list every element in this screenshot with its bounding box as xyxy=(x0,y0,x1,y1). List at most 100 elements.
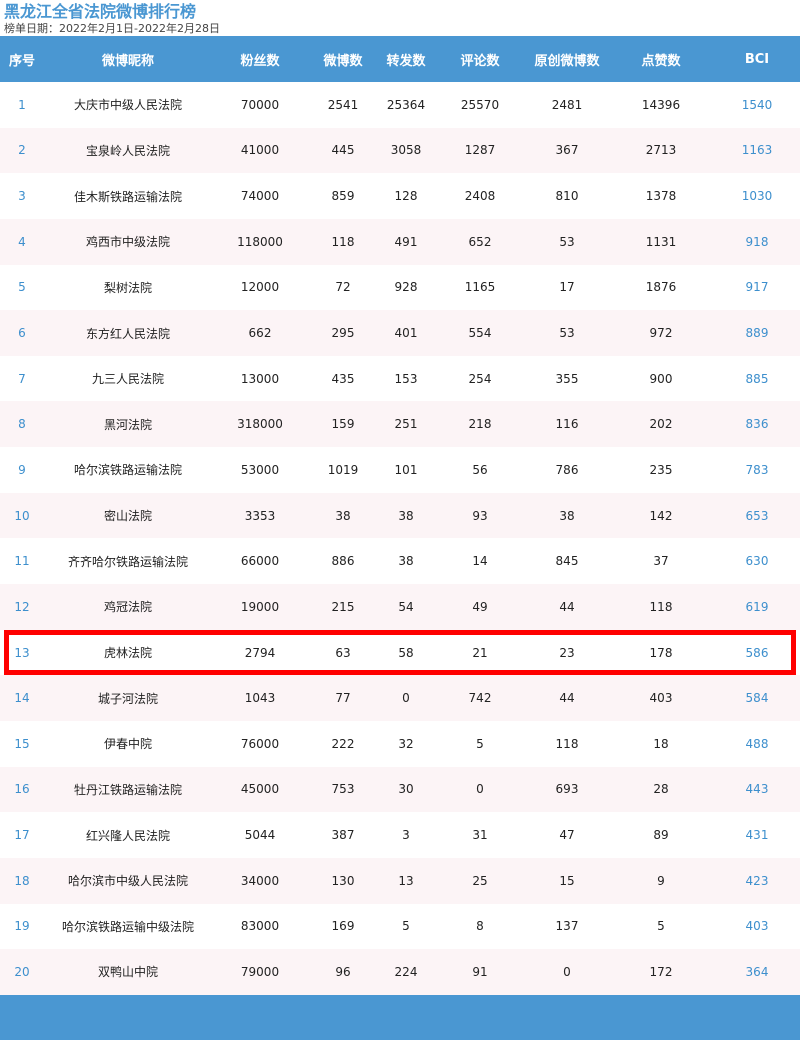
cell: 5 xyxy=(657,919,665,934)
table-row: 8 黑河法院 318000 159 251 218 116 202 836 xyxy=(0,401,800,448)
account-name[interactable]: 城子河法院 xyxy=(97,691,158,706)
cell: 5 xyxy=(18,280,26,295)
table-row: 10 密山法院 3353 38 38 93 38 142 653 xyxy=(0,492,800,539)
account-name[interactable]: 黑河法院 xyxy=(103,417,152,432)
cell: 6 xyxy=(18,326,26,341)
table-row: 14 城子河法院 1043 77 0 742 44 403 584 xyxy=(0,675,800,721)
column-header: BCI xyxy=(744,51,770,67)
cell[interactable]: 619 xyxy=(745,599,769,614)
cell[interactable]: 586 xyxy=(745,645,769,660)
table-row: 6 东方红人民法院 662 295 401 554 53 972 889 xyxy=(0,310,800,356)
cell: 13 xyxy=(14,645,30,660)
cell: 845 xyxy=(555,554,579,569)
cell: 8 xyxy=(18,417,26,432)
table-row: 20 双鸭山中院 79000 96 224 91 0 172 364 xyxy=(0,949,800,995)
cell: 1 xyxy=(18,97,26,112)
cell: 118000 xyxy=(237,234,283,249)
account-name[interactable]: 鸡冠法院 xyxy=(103,600,152,615)
cell[interactable]: 1030 xyxy=(741,189,773,204)
cell[interactable]: 403 xyxy=(745,919,769,934)
cell: 224 xyxy=(394,964,418,979)
cell: 554 xyxy=(468,326,492,341)
cell: 5 xyxy=(476,736,484,751)
cell[interactable]: 364 xyxy=(745,964,769,979)
cell: 49 xyxy=(472,599,488,614)
cell: 93 xyxy=(472,508,488,523)
cell: 18 xyxy=(14,873,30,888)
cell: 928 xyxy=(394,280,418,295)
cell: 38 xyxy=(559,508,575,523)
cell[interactable]: 1540 xyxy=(741,97,773,112)
table-row: 19 哈尔滨铁路运输中级法院 83000 169 5 8 137 5 403 xyxy=(0,904,800,950)
cell: 34000 xyxy=(240,873,280,888)
cell[interactable]: 836 xyxy=(745,417,769,432)
cell[interactable]: 630 xyxy=(745,554,769,569)
cell[interactable]: 443 xyxy=(745,782,769,797)
account-name[interactable]: 大庆市中级人民法院 xyxy=(73,98,182,113)
account-name[interactable]: 红兴隆人民法院 xyxy=(85,828,170,843)
ranking-table: 1 大庆市中级人民法院 70000 2541 25364 25570 2481 14396 15… xyxy=(0,82,800,995)
cell: 18 xyxy=(653,736,669,751)
cell[interactable]: 783 xyxy=(745,462,769,477)
cell[interactable]: 431 xyxy=(745,828,769,843)
cell: 9 xyxy=(657,873,665,888)
account-name[interactable]: 宝泉岭人民法院 xyxy=(85,143,170,158)
cell: 38 xyxy=(335,508,351,523)
account-name[interactable]: 牡丹江铁路运输法院 xyxy=(73,782,182,797)
cell: 1876 xyxy=(645,280,677,295)
account-name[interactable]: 东方红人民法院 xyxy=(85,326,170,341)
cell: 218 xyxy=(468,417,492,432)
cell[interactable]: 653 xyxy=(745,508,769,523)
cell[interactable]: 488 xyxy=(745,736,769,751)
cell[interactable]: 885 xyxy=(745,371,769,386)
cell: 58 xyxy=(398,645,414,660)
cell[interactable]: 1163 xyxy=(741,143,773,158)
cell: 63 xyxy=(335,645,351,660)
column-header: 点赞数 xyxy=(641,53,681,69)
cell: 20 xyxy=(14,964,30,979)
cell[interactable]: 889 xyxy=(745,326,769,341)
cell: 79000 xyxy=(240,964,280,979)
account-name[interactable]: 佳木斯铁路运输法院 xyxy=(73,189,182,204)
cell: 12 xyxy=(14,599,30,614)
cell: 70000 xyxy=(240,97,280,112)
cell: 96 xyxy=(335,964,351,979)
cell[interactable]: 917 xyxy=(745,280,769,295)
account-name[interactable]: 哈尔滨铁路运输法院 xyxy=(73,463,182,478)
account-name[interactable]: 伊春中院 xyxy=(103,737,152,752)
table-row: 9 哈尔滨铁路运输法院 53000 1019 101 56 786 235 783 xyxy=(0,447,800,493)
cell: 44 xyxy=(559,599,575,614)
cell: 128 xyxy=(394,189,418,204)
account-name[interactable]: 鸡西市中级法院 xyxy=(85,235,170,250)
account-name[interactable]: 梨树法院 xyxy=(103,280,152,295)
cell: 178 xyxy=(649,645,673,660)
cell: 5044 xyxy=(244,828,276,843)
account-name[interactable]: 哈尔滨铁路运输中级法院 xyxy=(61,919,194,934)
cell: 3 xyxy=(18,189,26,204)
cell: 2713 xyxy=(645,143,677,158)
account-name[interactable]: 密山法院 xyxy=(103,509,152,524)
table-row: 15 伊春中院 76000 222 32 5 118 18 488 xyxy=(0,721,800,767)
account-name[interactable]: 虎林法院 xyxy=(103,646,152,660)
cell[interactable]: 423 xyxy=(745,873,769,888)
account-name[interactable]: 哈尔滨市中级人民法院 xyxy=(67,874,188,889)
account-name[interactable]: 九三人民法院 xyxy=(91,372,164,387)
cell: 38 xyxy=(398,508,414,523)
column-header: 微博昵称 xyxy=(101,53,154,69)
cell[interactable]: 918 xyxy=(745,234,769,249)
cell: 2794 xyxy=(244,645,276,660)
cell: 445 xyxy=(331,143,355,158)
account-name[interactable]: 齐齐哈尔铁路运输法院 xyxy=(67,554,188,569)
cell[interactable]: 584 xyxy=(745,691,769,706)
cell: 14396 xyxy=(641,97,681,112)
table-row: 17 红兴隆人民法院 5044 387 3 31 47 89 431 xyxy=(0,812,800,858)
cell: 54 xyxy=(398,599,414,614)
cell: 401 xyxy=(394,326,418,341)
account-name[interactable]: 双鸭山中院 xyxy=(97,965,158,980)
cell: 91 xyxy=(472,964,488,979)
table-row: 3 佳木斯铁路运输法院 74000 859 128 2408 810 1378 1030 xyxy=(0,173,800,219)
cell: 11 xyxy=(14,554,30,569)
table-footer xyxy=(0,995,800,1040)
cell: 10 xyxy=(14,508,30,523)
cell: 318000 xyxy=(237,417,283,432)
